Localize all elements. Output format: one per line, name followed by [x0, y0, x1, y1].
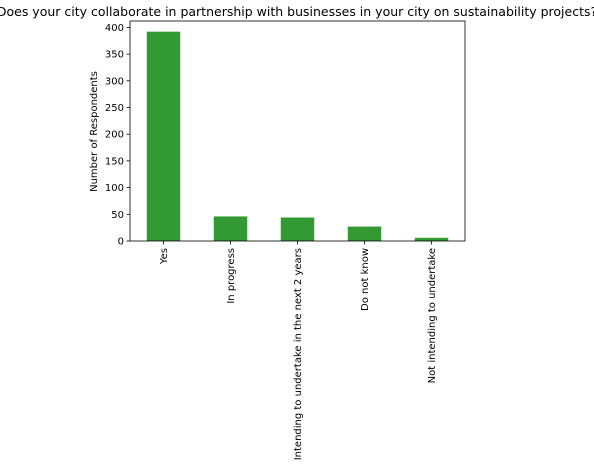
- bar-5: [414, 237, 449, 241]
- x-tick-label-4: Not intending to undertake: [427, 248, 438, 383]
- y-tick-label-3: 150: [105, 156, 124, 167]
- y-tick-label-2: 100: [105, 183, 124, 194]
- y-tick-label-5: 250: [105, 103, 124, 114]
- bar-3: [280, 217, 315, 241]
- bar-4: [347, 226, 382, 241]
- plot-area: 0 50 100 150 200 250 300 350 400 Yes In progress In…: [105, 20, 466, 460]
- y-tick-label-6: 300: [105, 76, 124, 87]
- y-axis-label: Number of Respondents: [89, 71, 100, 192]
- y-tick-label-7: 350: [105, 50, 124, 61]
- x-tick-label-1: In progress: [226, 248, 237, 304]
- chart-title: Does your city collaborate in partnershi…: [0, 4, 594, 19]
- x-tick-label-0: Yes: [159, 248, 170, 265]
- y-tick-label-1: 50: [111, 210, 124, 221]
- bar-2: [213, 216, 248, 241]
- bar-1: [146, 31, 181, 242]
- y-tick-label-0: 0: [118, 237, 124, 248]
- y-tick-label-8: 400: [105, 23, 124, 34]
- x-tick-label-3: Do not know: [360, 248, 371, 311]
- y-tick-label-4: 200: [105, 130, 124, 141]
- x-tick-label-2: Intending to undertake in the next 2 yea…: [293, 248, 304, 460]
